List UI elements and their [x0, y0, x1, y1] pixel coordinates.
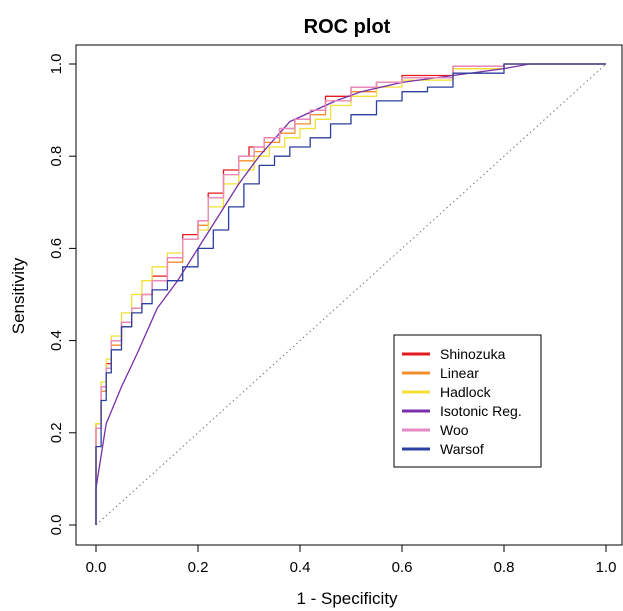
y-tick-label: 0.2 [48, 422, 65, 443]
y-tick-label: 0.0 [48, 515, 65, 536]
legend-box [393, 334, 542, 468]
legend-label-linear: Linear [440, 365, 479, 381]
legend-label-hadlock: Hadlock [440, 384, 492, 400]
legend-label-warsof: Warsof [440, 441, 484, 457]
axis-ticks: 0.0 0.2 0.4 0.6 0.8 1.0 0.0 0.2 0.4 0.6 0.8 1.0 [48, 54, 616, 576]
legend: Shinozuka Linear Hadlock Isotonic Reg. Woo Wa… [393, 334, 542, 468]
legend-label-shinozuka: Shinozuka [440, 346, 506, 362]
legend-label-woo: Woo [440, 422, 469, 438]
roc-line-woo [95, 63, 606, 525]
x-tick-label: 0.2 [188, 559, 209, 576]
x-axis-label: 1 - Specificity [296, 589, 398, 608]
y-tick-label: 0.6 [48, 238, 65, 259]
y-tick-label: 0.4 [48, 330, 65, 351]
reference-line [95, 63, 607, 526]
y-tick-label: 0.8 [48, 146, 65, 167]
roc-line-warsof [95, 63, 606, 525]
x-tick-label: 0.0 [86, 559, 107, 576]
roc-curves [95, 63, 606, 525]
plot-frame [75, 44, 623, 546]
chart-title: ROC plot [304, 16, 391, 38]
roc-line-isotonic-reg [95, 63, 606, 525]
y-tick-label: 1.0 [48, 54, 65, 75]
legend-label-isotonic-reg: Isotonic Reg. [440, 403, 522, 419]
x-tick-label: 0.6 [392, 559, 413, 576]
x-tick-label: 0.8 [494, 559, 515, 576]
reference-diagonal [95, 63, 607, 526]
x-tick-label: 1.0 [596, 559, 617, 576]
y-axis-label: Sensitivity [9, 257, 28, 334]
x-tick-label: 0.4 [290, 559, 311, 576]
